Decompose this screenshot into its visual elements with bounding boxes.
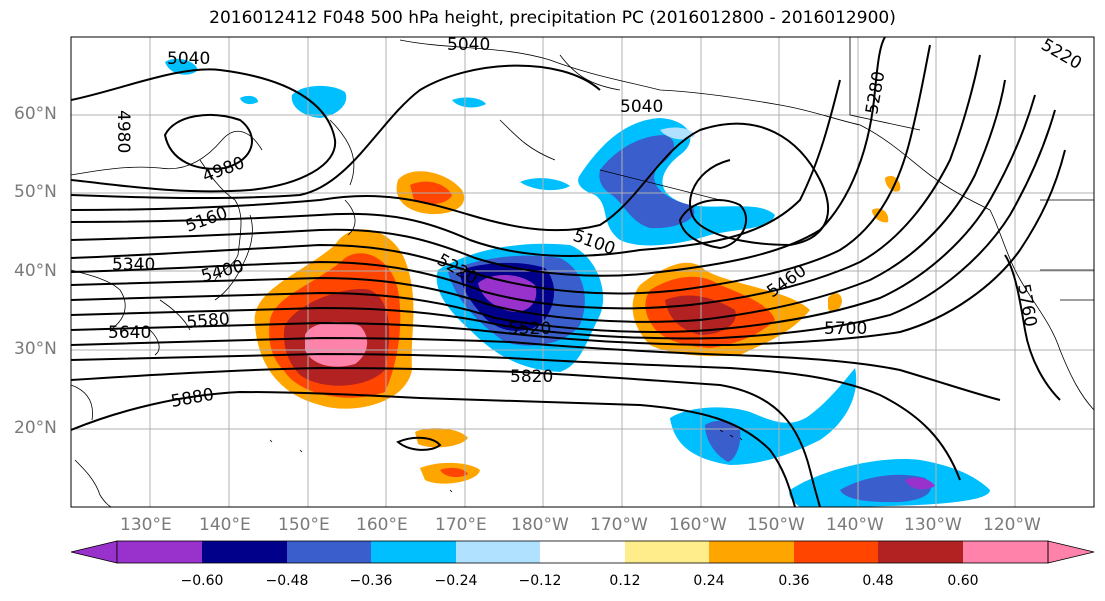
longitude-label: 130°W bbox=[904, 515, 962, 535]
colorbar-tick-label: 0.36 bbox=[778, 573, 810, 589]
longitude-label: 150°E bbox=[278, 515, 330, 535]
longitude-label: 130°E bbox=[120, 515, 172, 535]
longitude-label: 170°E bbox=[435, 515, 487, 535]
height-contours bbox=[71, 37, 1066, 507]
longitude-label: 120°W bbox=[983, 515, 1041, 535]
latitude-label: 50°N bbox=[14, 182, 57, 202]
longitude-label: 160°W bbox=[669, 515, 727, 535]
colorbar-tick-label: 0.12 bbox=[609, 573, 641, 589]
contour-label: 5580 bbox=[186, 309, 231, 333]
latitude-label: 20°N bbox=[14, 418, 57, 438]
colorbar-tick-label: 0.48 bbox=[862, 573, 894, 589]
colorbar bbox=[70, 540, 1095, 564]
colorbar-tick-label: −0.12 bbox=[518, 573, 562, 589]
colorbar-tick-label: −0.60 bbox=[180, 573, 224, 589]
colorbar-tick-label: −0.36 bbox=[349, 573, 393, 589]
latitude-label: 40°N bbox=[14, 261, 57, 281]
contour-label: 5340 bbox=[112, 255, 155, 275]
latitude-label: 60°N bbox=[14, 104, 57, 124]
contour-label: 5040 bbox=[447, 35, 490, 55]
colorbar-tick-label: −0.24 bbox=[434, 573, 478, 589]
colorbar-tick-label: −0.48 bbox=[265, 573, 309, 589]
longitude-label: 140°E bbox=[199, 515, 251, 535]
contour-label: 4980 bbox=[113, 110, 133, 153]
latitude-label: 30°N bbox=[14, 339, 57, 359]
contour-label: 5520 bbox=[508, 319, 551, 339]
longitude-label: 160°E bbox=[356, 515, 408, 535]
longitude-label: 180°W bbox=[511, 515, 569, 535]
contour-label: 5700 bbox=[824, 319, 867, 339]
longitude-label: 150°W bbox=[747, 515, 805, 535]
map-title: 2016012412 F048 500 hPa height, precipit… bbox=[209, 8, 896, 28]
colorbar-tick-label: 0.60 bbox=[947, 573, 979, 589]
contour-label: 5820 bbox=[510, 367, 553, 387]
precipitation-shading bbox=[165, 58, 990, 507]
colorbar-tick-label: 0.24 bbox=[693, 573, 725, 589]
map-frame bbox=[70, 36, 1095, 508]
longitude-label: 140°W bbox=[826, 515, 884, 535]
longitude-label: 170°W bbox=[590, 515, 648, 535]
contour-label: 5040 bbox=[167, 49, 210, 69]
contour-label: 5040 bbox=[620, 97, 663, 117]
coastlines bbox=[71, 37, 1094, 507]
contour-label: 5640 bbox=[108, 323, 151, 343]
